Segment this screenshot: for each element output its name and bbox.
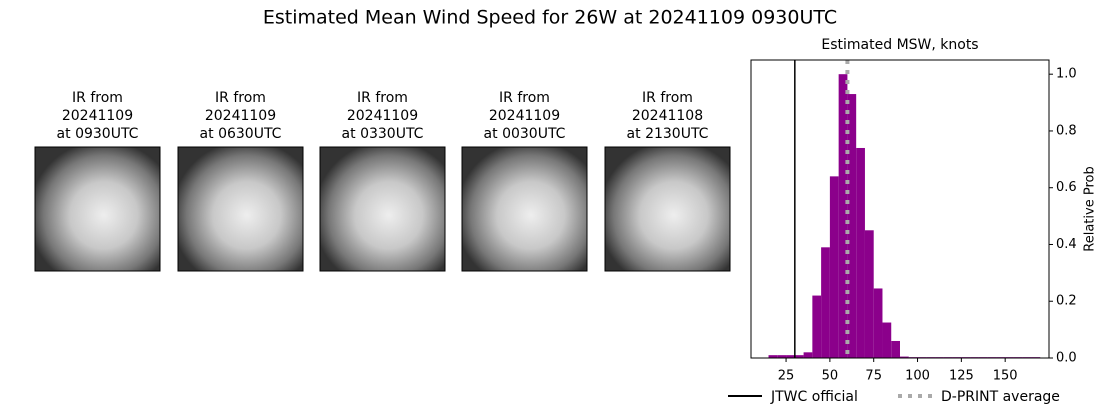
y-tick-label: 0.6: [1056, 180, 1077, 195]
plot-title: Estimated MSW, knots: [821, 37, 978, 53]
panel-caption: 20241109: [489, 108, 560, 124]
x-tick-label: 50: [822, 369, 839, 384]
x-tick-label: 125: [949, 369, 974, 384]
y-tick-label: 0.0: [1056, 351, 1077, 366]
histogram-bar: [891, 340, 900, 358]
histogram-bar: [864, 230, 874, 358]
histogram-bar: [856, 147, 865, 358]
y-tick-label: 0.8: [1056, 123, 1077, 138]
satellite-image: [604, 146, 731, 272]
histogram-bar: [873, 288, 883, 358]
satellite-image: [177, 146, 304, 272]
satellite-image: [461, 146, 588, 272]
satellite-image: [34, 146, 161, 272]
panel-caption: IR from: [499, 90, 550, 106]
legend-label: D-PRINT average: [941, 389, 1060, 405]
histogram-bar: [803, 352, 813, 358]
histogram-bar: [812, 295, 822, 358]
histogram-bar: [882, 322, 892, 358]
panel-caption: 20241109: [62, 108, 133, 124]
histogram-bar: [847, 94, 857, 359]
legend-label: JTWC official: [770, 389, 858, 405]
histogram-bar: [821, 247, 830, 358]
panel-caption: 20241109: [347, 108, 418, 124]
panel-caption: 20241109: [205, 108, 276, 124]
x-tick-label: 25: [778, 369, 795, 384]
panel-caption: IR from: [72, 90, 123, 106]
y-axis-label: Relative Prob: [1083, 166, 1098, 251]
figure-title: Estimated Mean Wind Speed for 26W at 202…: [263, 7, 837, 29]
x-tick-label: 100: [905, 369, 930, 384]
panel-caption: at 0330UTC: [342, 126, 424, 142]
satellite-image: [319, 146, 446, 272]
panel-caption: IR from: [357, 90, 408, 106]
panel-caption: at 0930UTC: [57, 126, 139, 142]
panel-caption: IR from: [215, 90, 266, 106]
y-tick-label: 0.2: [1056, 294, 1077, 309]
y-tick-label: 1.0: [1056, 67, 1077, 82]
histogram-bar: [900, 356, 909, 358]
x-tick-label: 150: [993, 369, 1018, 384]
x-tick-label: 75: [865, 369, 882, 384]
histogram-bar: [794, 355, 804, 358]
histogram-bar: [829, 176, 839, 358]
histogram-plot: Estimated MSW, knots 25 50 75 100 125 150 0.0 0.…: [728, 37, 1098, 405]
panel-caption: at 0030UTC: [484, 126, 566, 142]
y-tick-label: 0.4: [1056, 237, 1077, 252]
panel-caption: IR from: [642, 90, 693, 106]
panel-caption: 20241108: [632, 108, 703, 124]
histogram-bar: [768, 355, 778, 358]
image-panels: IR from 20241109 at 0930UTC IR from 20241109…: [34, 90, 731, 272]
panel-caption: at 2130UTC: [627, 126, 709, 142]
histogram-bar: [838, 74, 848, 358]
histogram-bar: [777, 355, 787, 358]
histogram-bar: [786, 355, 795, 358]
panel-caption: at 0630UTC: [200, 126, 282, 142]
plot-frame: [750, 59, 1050, 359]
